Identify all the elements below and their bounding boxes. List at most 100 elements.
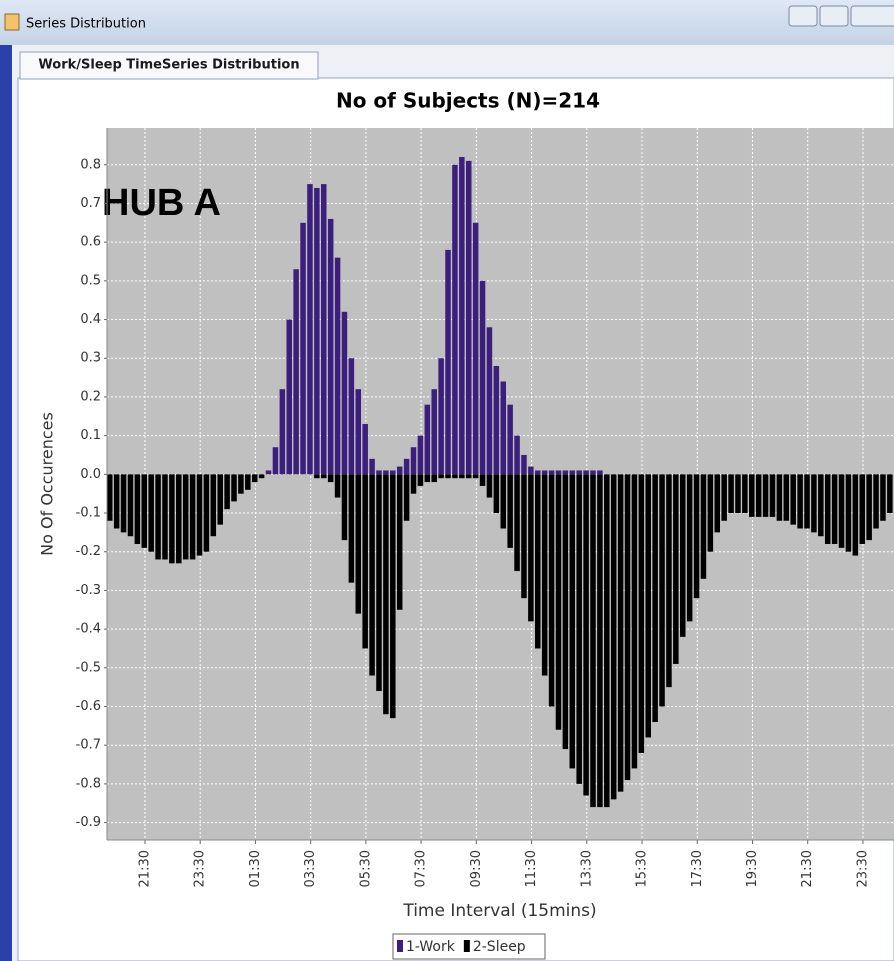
bar bbox=[686, 474, 693, 622]
bar bbox=[424, 404, 431, 475]
bar bbox=[597, 470, 603, 475]
bar bbox=[431, 474, 437, 483]
bar bbox=[169, 474, 175, 564]
bar bbox=[314, 187, 320, 475]
maximize-button[interactable] bbox=[819, 5, 849, 27]
bar bbox=[804, 474, 810, 529]
bar bbox=[776, 474, 783, 521]
bar bbox=[528, 474, 534, 622]
bar bbox=[721, 474, 727, 521]
x-tick-label: 05:30 bbox=[358, 850, 373, 887]
bar bbox=[824, 474, 831, 544]
bar bbox=[334, 474, 341, 498]
y-tick-label: -0.9 bbox=[76, 815, 101, 830]
y-tick-label: 0.0 bbox=[80, 467, 101, 482]
bar bbox=[755, 474, 762, 517]
y-tick-label: 0.6 bbox=[80, 235, 101, 250]
bar bbox=[362, 424, 368, 475]
bar bbox=[417, 435, 424, 475]
bar bbox=[569, 474, 576, 769]
bar bbox=[403, 474, 410, 521]
close-button[interactable] bbox=[850, 5, 894, 27]
y-tick-label: -0.5 bbox=[76, 660, 101, 675]
app-icon bbox=[4, 13, 20, 31]
bar bbox=[528, 466, 534, 475]
legend-label: 1-Work bbox=[406, 939, 456, 955]
bar bbox=[831, 474, 838, 544]
bar bbox=[500, 474, 507, 529]
y-tick-label: 0.7 bbox=[80, 196, 101, 211]
bar bbox=[673, 474, 679, 664]
legend-swatch bbox=[397, 940, 403, 952]
bar bbox=[500, 381, 507, 475]
y-tick-label: 0.1 bbox=[80, 428, 101, 443]
bar bbox=[341, 474, 348, 541]
bar bbox=[182, 474, 189, 560]
y-tick-label: 0.5 bbox=[80, 273, 101, 288]
chart-title: No of Subjects (N)=214 bbox=[336, 89, 600, 113]
bar bbox=[597, 474, 603, 808]
bar bbox=[431, 389, 437, 475]
x-tick-label: 15:30 bbox=[635, 850, 650, 887]
minimize-button[interactable] bbox=[788, 5, 818, 27]
bar bbox=[880, 474, 886, 521]
bar bbox=[383, 474, 389, 715]
bar bbox=[396, 466, 403, 475]
bar bbox=[735, 474, 741, 514]
bar bbox=[742, 474, 748, 514]
bar bbox=[797, 474, 803, 529]
x-axis-label: Time Interval (15mins) bbox=[402, 901, 596, 921]
bar bbox=[127, 474, 134, 537]
bar bbox=[383, 470, 389, 475]
bar bbox=[327, 474, 334, 483]
bar bbox=[334, 257, 341, 475]
bar bbox=[762, 474, 769, 517]
bar bbox=[321, 474, 327, 479]
bar bbox=[369, 474, 375, 676]
bar bbox=[279, 389, 286, 475]
y-tick-label: -0.8 bbox=[76, 776, 101, 791]
bar bbox=[845, 474, 852, 552]
x-tick-label: 23:30 bbox=[193, 850, 208, 887]
bar bbox=[424, 474, 431, 483]
window-title: Series Distribution bbox=[26, 17, 146, 32]
bar bbox=[479, 280, 486, 475]
bar bbox=[472, 474, 479, 479]
bar bbox=[652, 474, 658, 722]
bar bbox=[286, 319, 292, 475]
bar bbox=[548, 474, 555, 707]
bar bbox=[493, 365, 500, 475]
tab[interactable] bbox=[19, 51, 319, 80]
bar bbox=[390, 474, 396, 719]
bar bbox=[486, 327, 493, 475]
bar bbox=[811, 474, 817, 533]
bar bbox=[555, 474, 562, 730]
bar bbox=[341, 311, 348, 475]
bar bbox=[369, 458, 375, 475]
bar bbox=[120, 474, 127, 533]
bar bbox=[396, 474, 403, 610]
bar bbox=[376, 470, 382, 475]
bar bbox=[604, 474, 610, 808]
bar bbox=[610, 474, 617, 800]
bar bbox=[535, 470, 541, 475]
bar bbox=[679, 474, 686, 637]
bar bbox=[176, 474, 182, 564]
bar bbox=[327, 218, 334, 475]
bar bbox=[521, 454, 527, 475]
bar bbox=[859, 474, 865, 544]
bar bbox=[866, 474, 872, 541]
bar bbox=[355, 389, 362, 475]
bar bbox=[583, 474, 589, 796]
bar bbox=[258, 474, 265, 479]
y-tick-label: -0.4 bbox=[76, 622, 101, 637]
bar bbox=[507, 404, 513, 475]
bar bbox=[217, 474, 223, 525]
bar bbox=[465, 160, 472, 475]
annotation: HUB A bbox=[102, 182, 221, 224]
bar bbox=[548, 470, 555, 475]
bar bbox=[376, 474, 382, 692]
x-tick-label: 19:30 bbox=[745, 850, 760, 887]
bar bbox=[707, 474, 714, 552]
